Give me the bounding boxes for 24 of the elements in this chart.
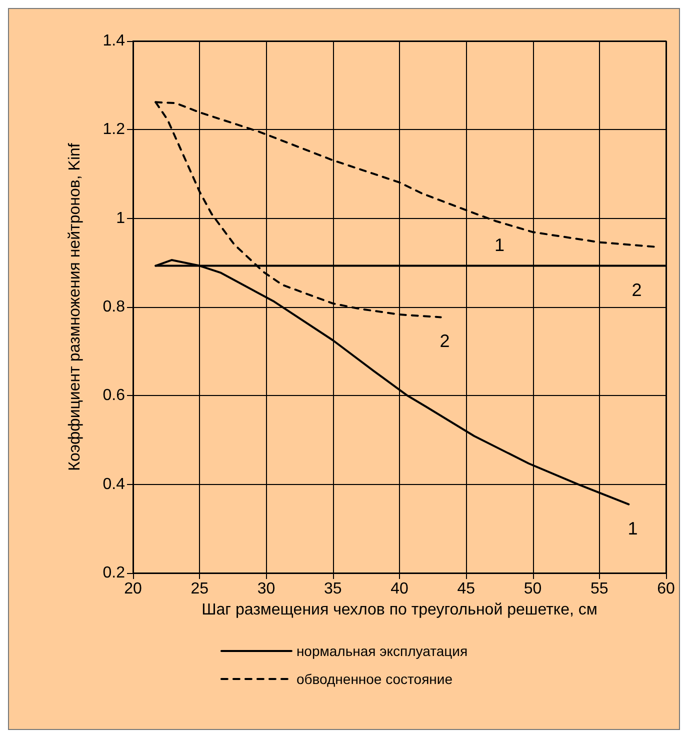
x-axis-title: Шаг размещения чехлов по треугольной решетке, см bbox=[202, 601, 598, 618]
x-tick-label: 50 bbox=[524, 580, 542, 598]
annotation: 2 bbox=[440, 331, 450, 352]
legend-label: обводненное состояние bbox=[296, 671, 453, 687]
x-tick-label: 30 bbox=[257, 580, 276, 598]
y-tick-label: 0.6 bbox=[102, 387, 126, 404]
y-tick-label: 1 bbox=[116, 210, 126, 227]
x-tick-label: 25 bbox=[190, 580, 209, 598]
annotation: 1 bbox=[628, 518, 638, 538]
y-tick-label: 0.8 bbox=[102, 298, 126, 316]
annotation: 2 bbox=[632, 280, 642, 300]
legend-label: нормальная эксплуатация bbox=[296, 643, 468, 659]
y-tick-label: 1.2 bbox=[102, 121, 126, 138]
x-tick-label: 20 bbox=[124, 580, 142, 598]
x-tick-label: 55 bbox=[590, 580, 608, 598]
x-tick-label: 45 bbox=[457, 580, 476, 598]
y-tick-label: 1.4 bbox=[102, 32, 126, 50]
annotation: 1 bbox=[494, 234, 504, 255]
x-tick-label: 40 bbox=[390, 580, 408, 598]
y-tick-label: 0.4 bbox=[102, 476, 126, 493]
x-tick-label: 35 bbox=[324, 580, 342, 598]
x-tick-label: 60 bbox=[657, 580, 675, 598]
y-tick-label: 0.2 bbox=[102, 564, 126, 582]
y-axis-title: Коэффициент размножения нейтронов, Kinf bbox=[66, 142, 84, 471]
